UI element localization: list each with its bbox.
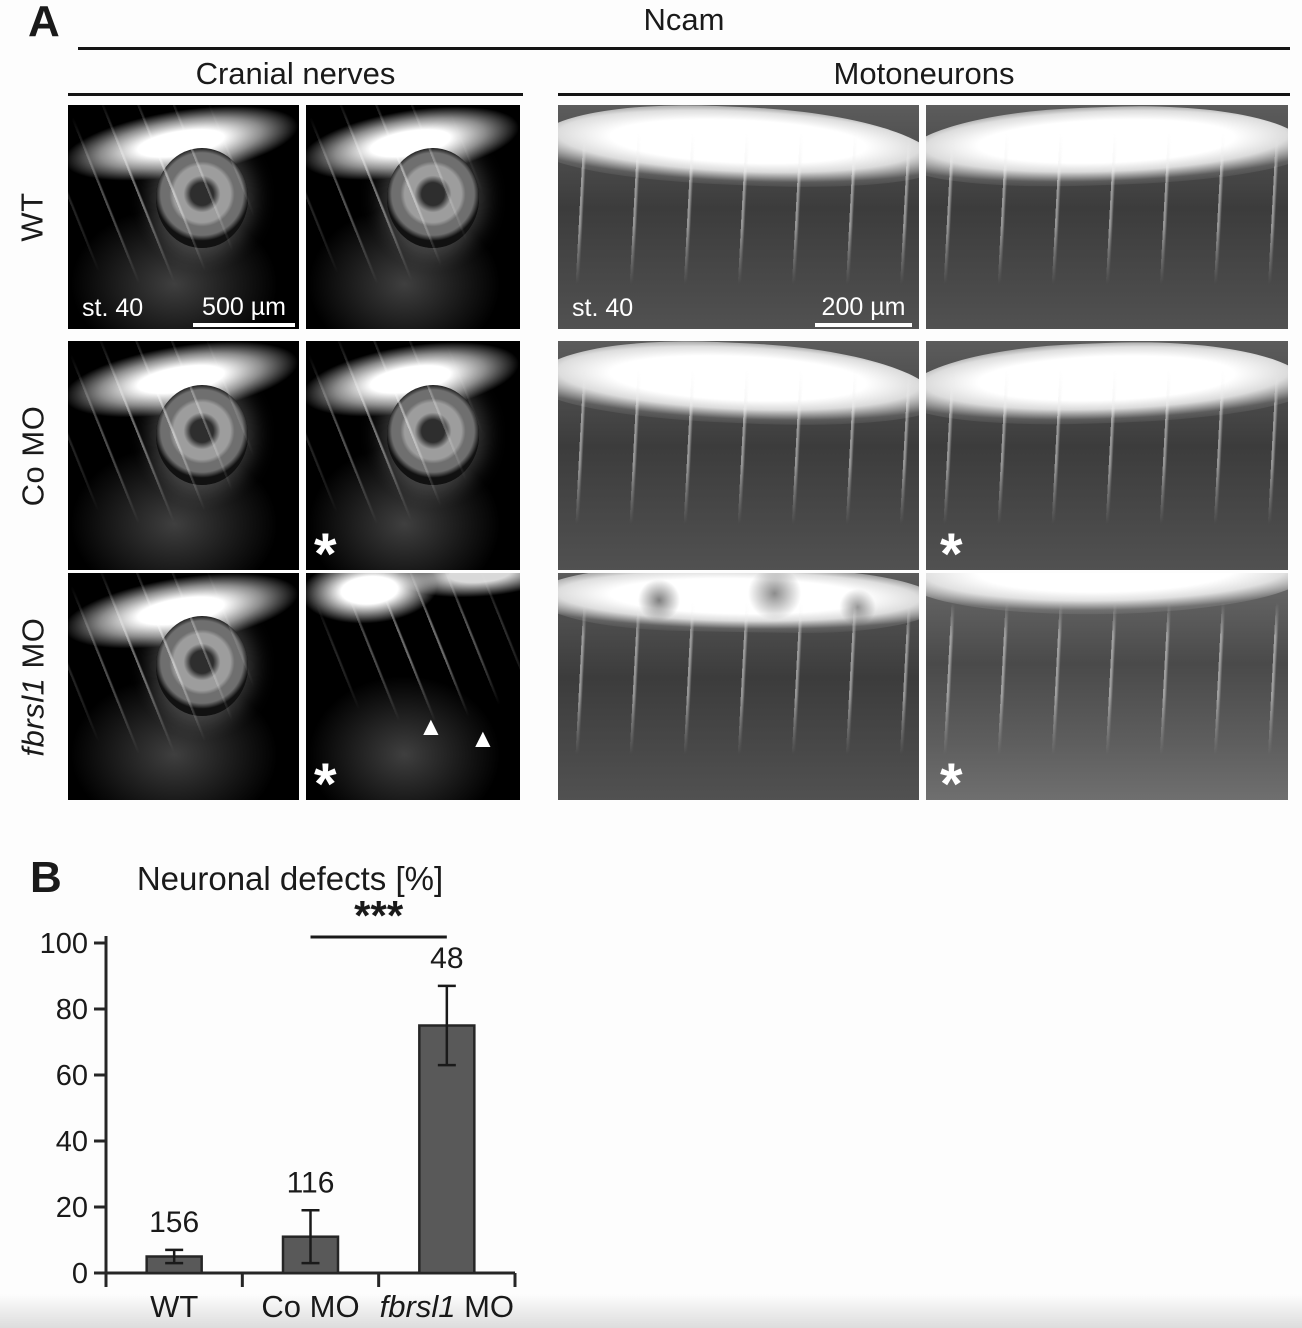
panel-b-label: B — [30, 853, 62, 902]
n-label: 156 — [149, 1206, 199, 1239]
stain-title-underline — [78, 47, 1290, 50]
row-label-wt: WT — [14, 192, 50, 242]
asterisk-marker: * — [314, 522, 337, 571]
micrograph-como-cranial-2: * — [306, 341, 520, 570]
x-category-label: fbrsl1 MO — [380, 1289, 514, 1324]
significance-stars: *** — [354, 892, 404, 939]
micrograph-fbrsl1-motoneurons-1 — [558, 573, 919, 800]
fish-eye — [387, 147, 480, 248]
scale-bar-label: 500 µm — [202, 292, 286, 321]
micrograph-wt-cranial-2 — [306, 105, 520, 329]
fish-eye — [387, 384, 480, 485]
y-tick-label: 0 — [72, 1258, 88, 1290]
micrograph-como-cranial-1 — [68, 341, 299, 570]
n-label: 48 — [430, 942, 463, 975]
fish-eye — [155, 147, 248, 248]
y-tick-label: 40 — [56, 1126, 88, 1158]
micrograph-wt-motoneurons-2 — [926, 105, 1288, 329]
row-label-fbrsl1-mo: fbrsl1 MO — [15, 617, 50, 756]
micrograph-fbrsl1-cranial-1 — [68, 573, 299, 800]
dark-blotches — [558, 573, 919, 800]
panel-a-label: A — [28, 0, 60, 46]
scale-bar-line — [815, 323, 912, 327]
micrograph-fbrsl1-cranial-2: * ▲ ▲ — [306, 573, 520, 800]
arrowhead-marker: ▲ — [418, 711, 444, 741]
stain-title: Ncam — [643, 2, 725, 37]
stage-label: st. 40 — [82, 294, 144, 322]
neuronal-defects-bar-chart: 0 20 40 60 80 100 156 116 48 *** WT Co MO fbrsl1 MO — [40, 892, 517, 1324]
asterisk-marker: * — [940, 752, 963, 801]
micrograph-fbrsl1-motoneurons-2: * — [926, 573, 1288, 800]
y-tick-label: 100 — [40, 928, 88, 960]
micrograph-como-motoneurons-2: * — [926, 341, 1288, 570]
page-bottom-fade — [0, 1294, 1302, 1328]
bar-fbrsl1 MO — [418, 1024, 476, 1275]
column-group-label-motoneurons: Motoneurons — [833, 56, 1015, 91]
scale-bar-line — [193, 323, 295, 327]
column-group-label-cranial-nerves: Cranial nerves — [195, 56, 396, 91]
scale-bar-500um: 500 µm — [193, 294, 295, 327]
fish-eye — [155, 384, 248, 485]
scale-bar-label: 200 µm — [821, 292, 906, 321]
asterisk-marker: * — [940, 522, 963, 571]
y-tick-label: 80 — [56, 994, 88, 1026]
stage-label: st. 40 — [572, 294, 634, 322]
y-tick-label: 20 — [56, 1192, 88, 1224]
micrograph-wt-cranial-1: st. 40 500 µm — [68, 105, 299, 329]
scale-bar-200um: 200 µm — [815, 294, 912, 327]
n-label: 116 — [287, 1166, 335, 1199]
cranial-nerves-underline — [68, 93, 523, 96]
micrograph-wt-motoneurons-1: st. 40 200 µm — [558, 105, 919, 329]
micrograph-como-motoneurons-1 — [558, 341, 919, 570]
asterisk-marker: * — [314, 752, 337, 801]
arrowhead-marker: ▲ — [470, 723, 496, 753]
fish-eye — [155, 616, 248, 717]
y-tick-label: 60 — [56, 1060, 88, 1092]
x-category-label: WT — [150, 1289, 198, 1324]
chart-title: Neuronal defects [%] — [136, 860, 444, 897]
motoneurons-underline — [558, 93, 1290, 96]
row-label-co-mo: Co MO — [15, 405, 50, 506]
x-category-label: Co MO — [261, 1289, 359, 1324]
